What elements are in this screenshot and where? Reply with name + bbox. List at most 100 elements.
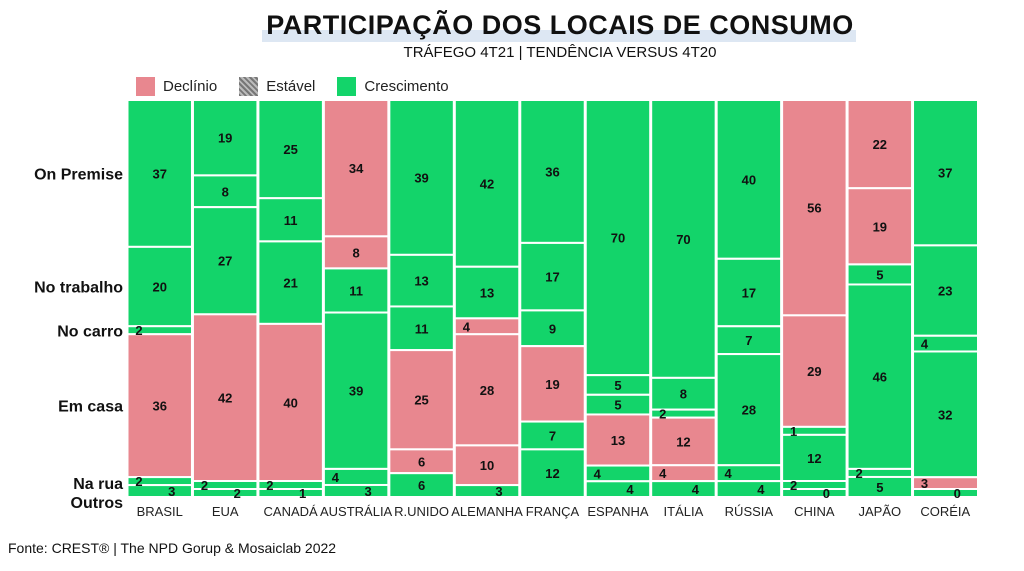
segment-alemanha-1	[455, 267, 519, 318]
x-label-eua: EUA	[212, 504, 239, 519]
segment-brasil-2	[128, 327, 192, 334]
segment-alemanha-4	[455, 446, 519, 485]
segment-brasil-5	[128, 486, 192, 496]
segment-espanha-5	[586, 482, 650, 496]
data-label-coreia-3: 32	[938, 407, 952, 422]
data-label-italia-1: 8	[680, 387, 687, 402]
segment-russia-1	[717, 259, 781, 326]
segment-coreia-5	[913, 490, 977, 496]
title-highlight	[262, 30, 856, 42]
segment-alemanha-2	[455, 319, 519, 334]
segment-coreia-1	[913, 246, 977, 335]
segment-russia-0	[717, 101, 781, 258]
segment-italia-3	[651, 418, 716, 465]
data-label-australia-0: 34	[349, 161, 364, 176]
data-label-alemanha-4: 10	[480, 458, 494, 473]
source-note: Fonte: CREST® | The NPD Gorup & Mosaicla…	[8, 540, 337, 556]
segment-espanha-3	[586, 415, 650, 465]
data-label-russia-2: 7	[745, 333, 752, 348]
segment-brasil-4	[128, 478, 192, 485]
data-label-russia-5: 4	[757, 482, 765, 497]
segment-japao-4	[848, 469, 912, 476]
data-label-australia-3: 39	[349, 384, 363, 399]
segment-china-1	[782, 316, 847, 426]
data-label-canada-0: 25	[283, 142, 297, 157]
data-label-r-unido-0: 39	[414, 170, 428, 185]
x-label-japao: JAPÃO	[858, 504, 901, 519]
data-label-canada-1: 11	[284, 213, 298, 228]
segment-espanha-1	[586, 376, 650, 394]
legend-item-decline: Declínio	[136, 77, 217, 96]
segment-japao-3	[848, 285, 912, 468]
segment-russia-3	[717, 355, 781, 465]
x-label-australia: AUSTRÁLIA	[320, 504, 393, 519]
segment-r-unido-2	[389, 307, 454, 350]
segment-eua-4	[193, 482, 257, 488]
data-label-italia-4: 4	[659, 466, 667, 481]
data-label-china-4: 2	[790, 478, 797, 493]
data-label-canada-3: 40	[283, 395, 297, 410]
data-label-r-unido-3: 25	[414, 393, 428, 408]
segment-espanha-2	[586, 395, 650, 414]
legend-label-decline: Declínio	[163, 78, 218, 95]
segment-espanha-4	[586, 466, 650, 481]
data-label-r-unido-2: 11	[415, 321, 429, 336]
data-label-australia-1: 8	[352, 245, 359, 260]
segment-brasil-3	[128, 335, 192, 477]
data-label-japao-3: 46	[873, 370, 887, 385]
data-label-espanha-4: 4	[594, 466, 602, 481]
x-label-china: CHINA	[794, 504, 835, 519]
chart-subtitle: TRÁFEGO 4T21 | TENDÊNCIA VERSUS 4T20	[403, 44, 717, 61]
data-label-japao-2: 5	[876, 267, 883, 282]
x-label-brasil: BRASIL	[137, 504, 183, 519]
segment-alemanha-0	[455, 101, 519, 266]
data-label-coreia-2: 4	[921, 337, 929, 352]
data-label-brasil-2: 2	[135, 323, 142, 338]
segment-china-5	[782, 490, 847, 496]
data-label-canada-5: 1	[299, 486, 306, 501]
x-label-canada: CANADÁ	[264, 504, 319, 519]
data-label-coreia-5: 0	[954, 486, 961, 501]
data-label-alemanha-1: 13	[480, 286, 494, 301]
data-label-brasil-4: 2	[135, 474, 142, 489]
data-label-australia-5: 3	[364, 484, 371, 499]
x-label-r-unido: R.UNIDO	[394, 504, 449, 519]
data-label-franca-0: 36	[545, 164, 559, 179]
row-label-on-premise: On Premise	[34, 166, 123, 183]
data-label-eua-0: 19	[218, 131, 232, 146]
legend-swatch-stable	[239, 77, 259, 96]
legend-label-stable: Estável	[266, 78, 316, 95]
data-label-franca-4: 7	[549, 428, 556, 443]
data-label-italia-2: 2	[659, 407, 666, 422]
segment-eua-5	[193, 490, 257, 496]
segment-australia-3	[324, 313, 388, 468]
data-label-r-unido-4: 6	[418, 454, 425, 469]
data-label-eua-5: 2	[234, 486, 241, 501]
segment-australia-0	[324, 101, 388, 236]
data-label-coreia-1: 23	[938, 284, 952, 299]
segment-r-unido-5	[389, 474, 454, 496]
data-label-australia-4: 4	[332, 470, 340, 485]
data-label-espanha-1: 5	[614, 378, 621, 393]
data-label-japao-0: 22	[873, 137, 887, 152]
segment-alemanha-5	[455, 486, 519, 496]
data-label-japao-1: 19	[873, 219, 887, 234]
segment-franca-3	[520, 347, 585, 421]
segment-japao-0	[848, 101, 912, 188]
legend: Declínio Estável Crescimento	[136, 77, 449, 96]
row-label-no-trabalho: No trabalho	[34, 280, 123, 297]
segment-eua-2	[193, 208, 257, 314]
data-label-canada-4: 2	[266, 478, 273, 493]
data-label-china-0: 56	[807, 201, 821, 216]
data-label-russia-3: 28	[742, 403, 756, 418]
data-label-coreia-0: 37	[938, 166, 952, 181]
data-label-russia-4: 4	[725, 466, 733, 481]
segment-canada-0	[258, 101, 323, 198]
segment-franca-0	[520, 101, 585, 242]
data-label-canada-2: 21	[283, 276, 297, 291]
segment-italia-5	[651, 482, 716, 496]
segment-australia-4	[324, 469, 388, 484]
segment-italia-4	[651, 466, 716, 481]
segment-china-3	[782, 435, 847, 480]
